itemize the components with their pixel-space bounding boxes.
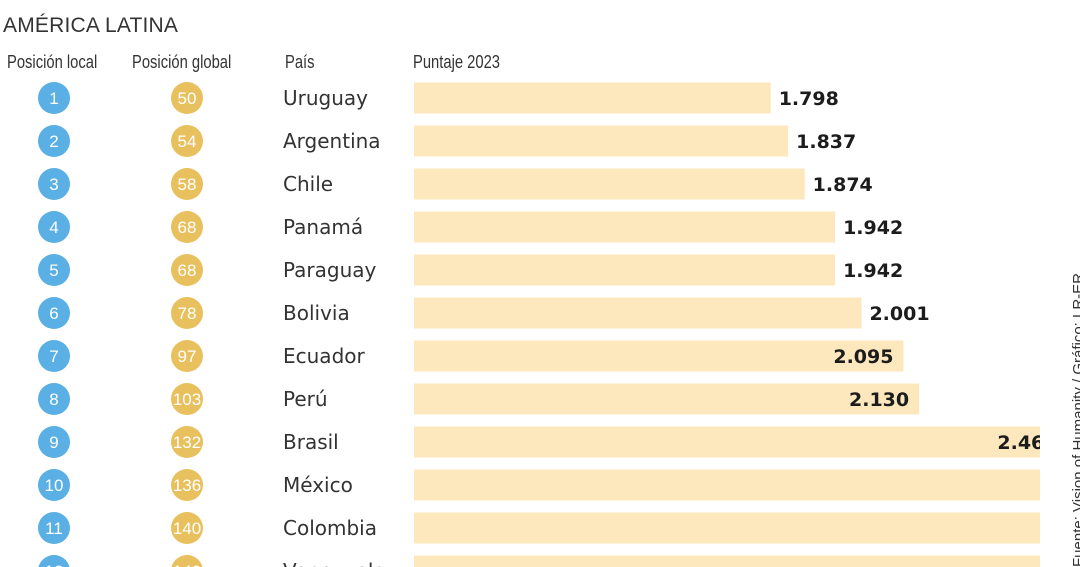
- score-bar: [414, 555, 1040, 567]
- local-rank-circle: [38, 383, 70, 415]
- country-label: Argentina: [283, 129, 381, 153]
- source-note: Fuente: Vision of Humanity / Gráfico: LR…: [1070, 272, 1080, 567]
- global-rank-label: 54: [178, 132, 197, 151]
- local-rank-label: 7: [49, 347, 58, 366]
- local-rank-label: 1: [49, 89, 58, 108]
- local-rank-circle: [38, 555, 70, 567]
- country-label: Ecuador: [283, 344, 365, 368]
- local-rank-label: 8: [49, 390, 58, 409]
- global-rank-label: 97: [178, 347, 197, 366]
- local-rank-label: 2: [49, 132, 58, 151]
- global-rank-label: 132: [173, 433, 201, 452]
- score-value-label: 1.837: [796, 131, 856, 153]
- local-rank-label: 10: [45, 476, 64, 495]
- country-label: Colombia: [283, 516, 377, 540]
- global-rank-circle: [171, 125, 203, 157]
- score-bar: [414, 168, 805, 200]
- local-rank-label: 9: [49, 433, 58, 452]
- global-rank-circle: [171, 469, 203, 501]
- score-bar: [414, 254, 836, 286]
- country-header: País: [285, 52, 315, 72]
- local-rank-header: Posición local: [7, 52, 98, 72]
- global-rank-circle: [171, 297, 203, 329]
- global-rank-header: Posición global: [132, 52, 232, 72]
- score-value-label: 2.462: [997, 432, 1040, 454]
- score-bar: [414, 469, 1040, 501]
- global-rank-label: 140: [173, 519, 201, 538]
- local-rank-circle: [38, 340, 70, 372]
- score-value-label: 1.942: [843, 217, 903, 239]
- score-value-label: 2.095: [833, 346, 893, 368]
- score-bar: [414, 426, 1040, 458]
- local-rank-label: 3: [49, 175, 58, 194]
- local-rank-circle: [38, 82, 70, 114]
- score-value-label: 1.874: [813, 174, 873, 196]
- local-rank-label: 4: [49, 218, 58, 237]
- score-bar: [414, 340, 904, 372]
- local-rank-circle: [38, 254, 70, 286]
- global-rank-label: 78: [178, 304, 197, 323]
- local-rank-label: 6: [49, 304, 58, 323]
- global-rank-label: 68: [178, 261, 197, 280]
- global-rank-circle: [171, 340, 203, 372]
- country-label: Uruguay: [283, 86, 368, 110]
- local-rank-circle: [38, 125, 70, 157]
- local-rank-circle: [38, 426, 70, 458]
- country-label: Perú: [283, 387, 328, 411]
- country-label: Paraguay: [283, 258, 377, 282]
- country-label: Venezuela: [283, 559, 386, 567]
- local-rank-label: 11: [45, 519, 63, 538]
- score-bar: [414, 383, 920, 415]
- global-rank-circle: [171, 211, 203, 243]
- score-value-label: 2.001: [869, 303, 929, 325]
- country-label: Bolivia: [283, 301, 350, 325]
- score-value-label: 2.130: [849, 389, 909, 411]
- global-rank-circle: [171, 383, 203, 415]
- local-rank-label: 5: [49, 261, 58, 280]
- score-header: Puntaje 2023: [413, 52, 500, 72]
- global-rank-label: 50: [178, 89, 197, 108]
- global-rank-circle: [171, 168, 203, 200]
- global-rank-label: 58: [178, 175, 197, 194]
- local-rank-circle: [38, 168, 70, 200]
- global-rank-circle: [171, 512, 203, 544]
- global-rank-circle: [171, 555, 203, 567]
- score-value-label: 1.798: [779, 88, 839, 110]
- score-bar: [414, 82, 771, 114]
- global-rank-circle: [171, 82, 203, 114]
- score-bar: [414, 297, 862, 329]
- global-rank-circle: [171, 254, 203, 286]
- score-value-label: 1.942: [843, 260, 903, 282]
- score-bar: [414, 125, 789, 157]
- country-label: Panamá: [283, 215, 363, 239]
- local-rank-circle: [38, 469, 70, 501]
- global-rank-label: 68: [178, 218, 197, 237]
- country-label: Chile: [283, 172, 333, 196]
- global-rank-label: 136: [173, 476, 201, 495]
- country-label: México: [283, 473, 353, 497]
- local-rank-label: 12: [45, 562, 64, 567]
- global-rank-label: 103: [173, 390, 201, 409]
- score-bar: [414, 211, 836, 243]
- local-rank-circle: [38, 297, 70, 329]
- local-rank-circle: [38, 211, 70, 243]
- global-rank-circle: [171, 426, 203, 458]
- local-rank-circle: [38, 512, 70, 544]
- country-label: Brasil: [283, 430, 339, 454]
- score-bar: [414, 512, 1040, 544]
- global-rank-label: 140: [173, 562, 201, 567]
- section-title: AMÉRICA LATINA: [3, 14, 179, 37]
